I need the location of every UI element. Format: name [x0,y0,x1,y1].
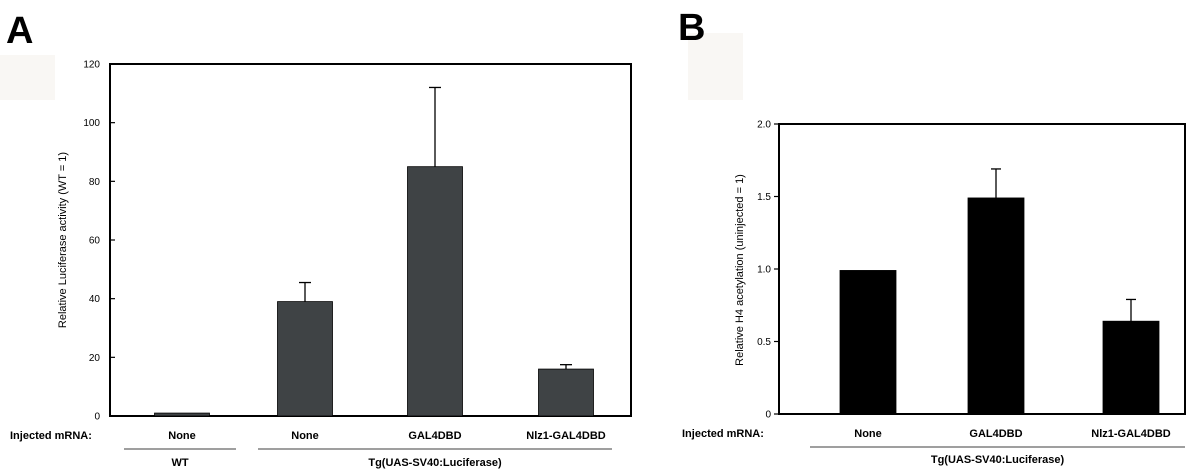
bar [839,270,897,415]
bar [277,301,333,417]
background-patch-a [0,55,55,100]
group-label: Tg(UAS-SV40:Luciferase) [368,457,502,469]
bar [1102,320,1160,415]
category-label: None [168,430,196,442]
y-tick-label: 120 [83,60,100,71]
group-label: Tg(UAS-SV40:Luciferase) [931,454,1065,466]
y-tick-label: 60 [89,236,101,247]
y-tick-label: 80 [89,177,101,188]
category-label: Nlz1-GAL4DBD [526,430,606,442]
y-tick-label: 0.5 [757,337,771,348]
ylabel-b: Relative H4 acetylation (uninjected = 1) [734,174,746,366]
y-tick-label: 1.5 [757,192,771,203]
bar [407,166,463,417]
y-tick-label: 40 [89,294,101,305]
panel-label-b: B [678,7,705,49]
category-label: GAL4DBD [969,428,1022,440]
panel-b: B Injected mRNA: Relative H4 acetylation… [678,7,1186,466]
group-label: WT [171,457,188,469]
y-tick-label: 0 [765,410,771,421]
category-label: None [854,428,882,440]
y-tick-label: 2.0 [757,120,771,131]
injected-label-b: Injected mRNA: [682,428,764,440]
bar [538,368,594,417]
y-tick-label: 1.0 [757,265,771,276]
background-patch-b [688,33,743,100]
plot-frame-a [109,63,632,417]
category-label: Nlz1-GAL4DBD [1091,428,1171,440]
y-tick-label: 0 [94,412,100,423]
bar [967,197,1025,415]
panel-label-a: A [6,10,33,52]
ylabel-a: Relative Luciferase activity (WT = 1) [57,152,69,328]
y-tick-label: 100 [83,118,100,129]
y-tick-label: 20 [89,353,101,364]
bar [154,412,210,417]
injected-label-a: Injected mRNA: [10,430,92,442]
category-label: GAL4DBD [408,430,461,442]
panel-a: A Injected mRNA: Relative Luciferase act… [6,10,632,469]
category-label: None [291,430,319,442]
